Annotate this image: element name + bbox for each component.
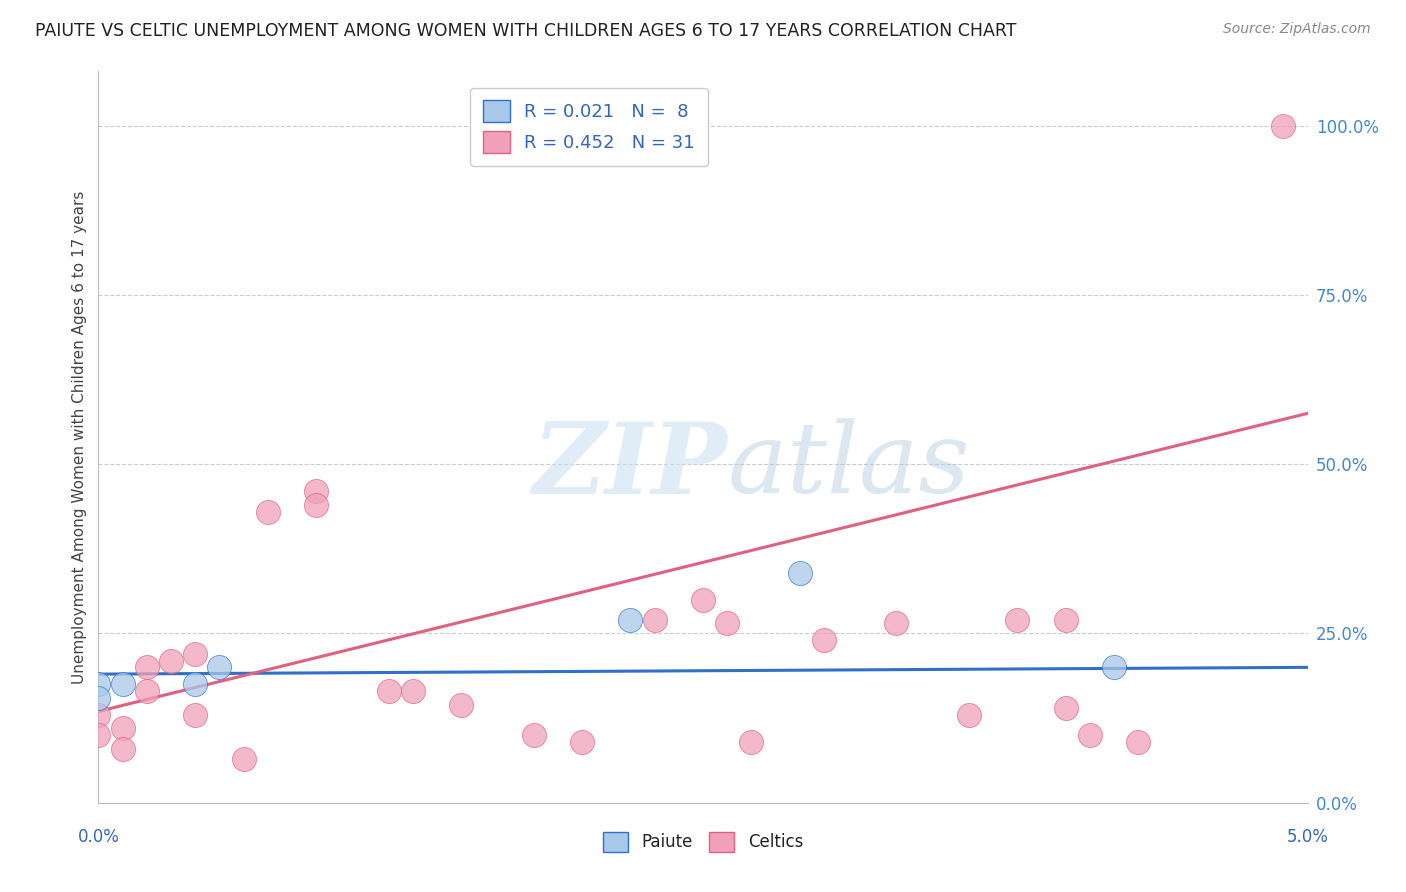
Point [523,728,546,742]
Point [87,707,110,722]
Point [160,654,183,668]
Point [135,684,157,698]
Point [305,498,328,512]
Point [87,728,110,742]
Legend: Paiute, Celtics: Paiute, Celtics [595,823,811,860]
Point [305,484,328,499]
Point [644,613,666,627]
Point [87,690,110,705]
Point [1272,119,1295,133]
Point [1054,701,1077,715]
Text: 0.0%: 0.0% [77,828,120,846]
Point [957,707,980,722]
Point [789,566,811,580]
Point [232,752,254,766]
Text: atlas: atlas [727,418,970,514]
Point [692,592,714,607]
Point [1007,613,1029,627]
Point [111,721,134,735]
Point [184,647,207,661]
Point [111,677,134,691]
Point [256,505,278,519]
Point [1128,735,1150,749]
Text: PAIUTE VS CELTIC UNEMPLOYMENT AMONG WOMEN WITH CHILDREN AGES 6 TO 17 YEARS CORRE: PAIUTE VS CELTIC UNEMPLOYMENT AMONG WOME… [35,22,1017,40]
Point [184,677,207,691]
Y-axis label: Unemployment Among Women with Children Ages 6 to 17 years: Unemployment Among Women with Children A… [72,190,87,684]
Point [619,613,641,627]
Point [450,698,472,712]
Point [1054,613,1077,627]
Point [1078,728,1101,742]
Text: 5.0%: 5.0% [1286,828,1329,846]
Text: ZIP: ZIP [533,418,727,515]
Point [740,735,762,749]
Point [111,741,134,756]
Point [571,735,593,749]
Point [813,633,835,648]
Point [716,616,738,631]
Point [208,660,231,674]
Point [886,616,908,631]
Point [135,660,157,674]
Point [184,707,207,722]
Text: Source: ZipAtlas.com: Source: ZipAtlas.com [1223,22,1371,37]
Point [87,677,110,691]
Point [1102,660,1125,674]
Point [377,684,399,698]
Point [402,684,425,698]
